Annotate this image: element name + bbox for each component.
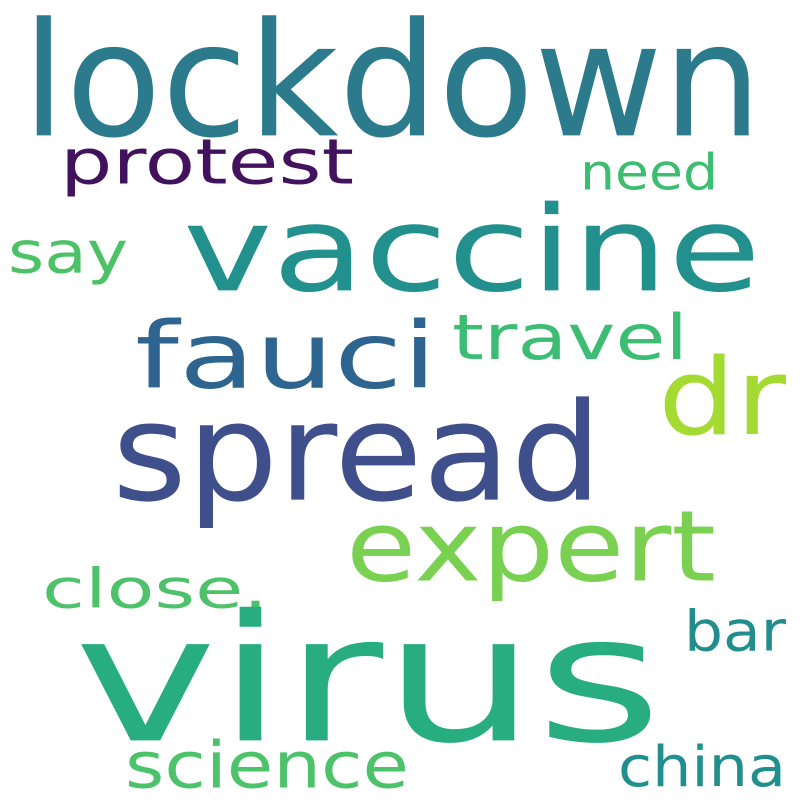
word-fauci: fauci — [135, 302, 438, 410]
word-vaccine: vaccine — [183, 182, 761, 319]
word-spread: spread — [112, 374, 603, 533]
word-expert: expert — [346, 489, 717, 605]
word-close: close. — [42, 557, 268, 621]
word-travel: travel — [452, 302, 689, 375]
word-protest: protest — [60, 127, 355, 199]
word-china: china — [618, 735, 787, 800]
word-dr: dr — [658, 336, 786, 460]
word-science: science — [125, 729, 409, 800]
word-say: say — [8, 218, 129, 287]
word-virus: virus — [74, 576, 663, 783]
word-bar: bar — [684, 598, 787, 664]
word-need: need — [580, 143, 719, 202]
word-lockdown: lockdown — [22, 0, 762, 173]
